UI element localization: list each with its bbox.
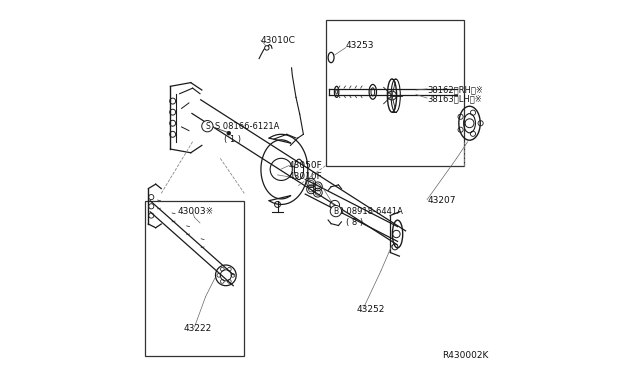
Text: 43050F: 43050F [289,161,323,170]
Text: 43010F: 43010F [289,172,323,181]
Text: 38163（LH）※: 38163（LH）※ [427,95,482,104]
Bar [326,20,464,166]
Circle shape [227,131,230,135]
Text: S 08166-6121A: S 08166-6121A [215,122,279,131]
Bar [145,201,244,356]
Text: 43207: 43207 [427,196,456,205]
Text: 43010C: 43010C [261,36,296,45]
Text: 43253: 43253 [346,41,374,50]
Text: ( 8 ): ( 8 ) [346,218,363,227]
Text: 43003※: 43003※ [178,207,214,217]
Circle shape [264,46,269,50]
Text: B: B [333,206,339,216]
Text: ( 1 ): ( 1 ) [224,135,241,144]
Text: R430002K: R430002K [442,351,488,360]
Text: S: S [205,122,210,131]
Text: 38162（RH）※: 38162（RH）※ [427,86,483,94]
Text: 43252: 43252 [356,305,385,314]
Text: B 08918-6441A: B 08918-6441A [338,207,403,217]
Text: 43222: 43222 [184,324,212,333]
